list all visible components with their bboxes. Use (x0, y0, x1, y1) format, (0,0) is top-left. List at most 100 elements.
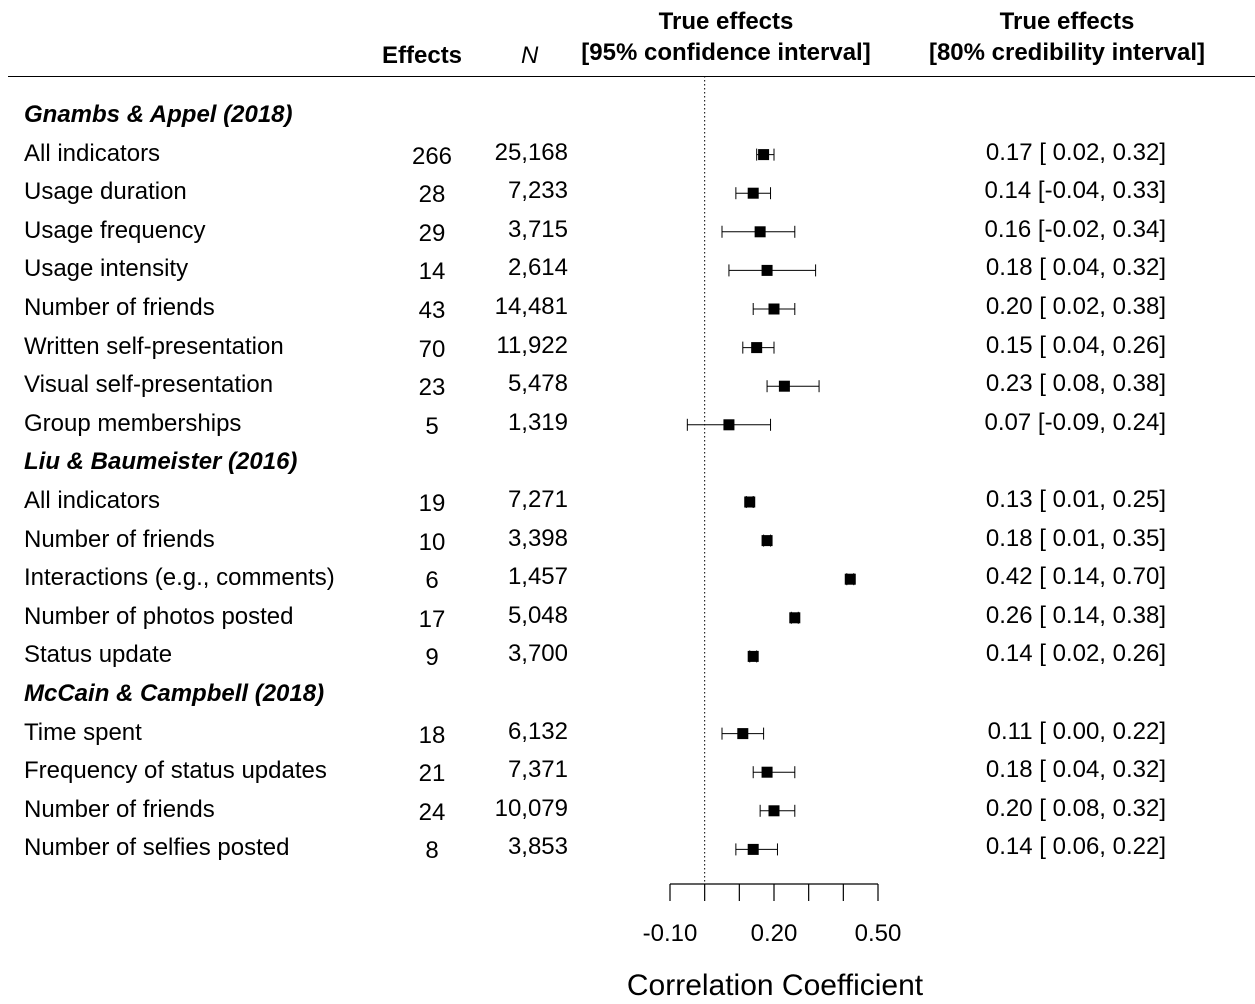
table-row: Frequency of status updates 21 7,371 0.18 [… (0, 752, 1255, 790)
point-estimate (761, 264, 773, 276)
sample-size: 3,398 (507, 524, 568, 552)
indicator-label: Number of selfies posted (24, 834, 290, 862)
table-row: All indicators 266 25,168 0.17 [ 0.02, 0.32… (0, 135, 1255, 173)
sample-size: 2,614 (507, 254, 568, 282)
credibility-interval-text: 0.20 [ 0.08, 0.32] (985, 794, 1166, 822)
point-estimate (747, 187, 759, 199)
sample-size: 3,715 (507, 215, 568, 243)
point-estimate (768, 805, 780, 817)
point-estimate (778, 380, 790, 392)
sample-size: 10,079 (494, 794, 568, 822)
study-group-row: McCain & Campbell (2018) (0, 675, 1255, 713)
credibility-interval-text: 0.07 [-0.09, 0.24] (984, 408, 1166, 436)
table-row: Number of photos posted 17 5,048 0.26 [ 0.1… (0, 598, 1255, 636)
table-row: Number of friends 43 14,481 0.20 [ 0.02, 0.… (0, 289, 1255, 327)
credibility-interval-text: 0.14 [ 0.06, 0.22] (985, 833, 1166, 861)
point-estimate (758, 149, 770, 161)
indicator-label: Usage intensity (24, 255, 189, 283)
sample-size: 3,700 (507, 640, 568, 668)
study-group-row: Gnambs & Appel (2018) (0, 96, 1255, 134)
sample-size: 6,132 (507, 717, 568, 745)
sample-size: 7,233 (507, 177, 568, 205)
sample-size: 11,922 (496, 331, 568, 359)
effects-count: 29 (418, 219, 446, 247)
sample-size: 14,481 (494, 293, 568, 320)
table-row: Number of friends 24 10,079 0.20 [ 0.08, 0.… (0, 791, 1255, 829)
study-group-row: Liu & Baumeister (2016) (0, 443, 1255, 481)
header-effects: Effects (382, 42, 463, 69)
point-estimate (737, 728, 749, 740)
credibility-interval-text: 0.18 [ 0.04, 0.32] (985, 756, 1166, 784)
table-row: Visual self-presentation 23 5,478 0.23 [ 0.… (0, 366, 1255, 404)
sample-size: 5,048 (507, 601, 568, 629)
effects-count: 23 (418, 374, 446, 402)
indicator-label: All indicators (24, 487, 161, 514)
table-row: Number of friends 10 3,398 0.18 [ 0.01, 0.3… (0, 521, 1255, 559)
effects-count: 28 (418, 181, 446, 209)
indicator-label: Visual self-presentation (24, 371, 274, 399)
credibility-interval-text: 0.18 [ 0.01, 0.35] (985, 524, 1166, 552)
x-tick-label: 0.50 (855, 920, 902, 947)
point-estimate (723, 419, 735, 431)
point-estimate (744, 496, 756, 508)
table-row: Status update 9 3,700 0.14 [ 0.02, 0.26] (0, 636, 1255, 674)
indicator-label: Interactions (e.g., comments) (24, 564, 335, 592)
sample-size: 7,371 (507, 756, 568, 784)
indicator-label: Written self-presentation (24, 332, 284, 360)
effects-count: 17 (418, 605, 446, 633)
header-rule (8, 76, 1255, 77)
sample-size: 1,457 (507, 563, 568, 591)
sample-size: 3,853 (507, 833, 568, 861)
sample-size: 1,319 (507, 408, 568, 436)
credibility-interval-text: 0.26 [ 0.14, 0.38] (985, 601, 1166, 629)
indicator-label: Number of friends (24, 294, 215, 321)
credibility-interval-text: 0.14 [ 0.02, 0.26] (985, 640, 1166, 668)
effects-count: 70 (418, 335, 446, 363)
point-estimate (768, 303, 780, 315)
x-tick-label: -0.10 (643, 920, 698, 947)
header-n: N (521, 42, 539, 69)
effects-count: 24 (418, 798, 446, 826)
header-cr-line2: [80% credibility interval] (928, 39, 1206, 66)
table-row: Interactions (e.g., comments) 6 1,457 0.42 … (0, 559, 1255, 597)
effects-count: 266 (411, 142, 453, 170)
indicator-label: Time spent (24, 718, 142, 746)
effects-count: 10 (418, 528, 446, 556)
indicator-label: Usage duration (24, 178, 187, 206)
sample-size: 25,168 (494, 138, 568, 166)
x-axis-title: Correlation Coefficient (626, 969, 924, 1002)
indicator-label: Number of photos posted (24, 602, 294, 630)
study-group-label: Liu & Baumeister (2016) (24, 448, 298, 476)
point-estimate (751, 342, 763, 354)
header-ci-line2: [95% confidence interval] (581, 39, 871, 66)
effects-count: 19 (418, 490, 446, 517)
point-estimate (844, 573, 856, 585)
credibility-interval-text: 0.42 [ 0.14, 0.70] (985, 563, 1166, 591)
point-estimate (761, 766, 773, 778)
indicator-label: Number of friends (24, 795, 215, 823)
indicator-label: Frequency of status updates (24, 757, 327, 785)
point-estimate (761, 535, 773, 547)
table-row: Usage duration 28 7,233 0.14 [-0.04, 0.33] (0, 173, 1255, 211)
table-row: Usage frequency 29 3,715 0.16 [-0.02, 0.34] (0, 212, 1255, 250)
effects-count: 5 (425, 412, 439, 440)
effects-count: 43 (418, 297, 446, 324)
credibility-interval-text: 0.14 [-0.04, 0.33] (984, 177, 1166, 205)
credibility-interval-text: 0.18 [ 0.04, 0.32] (985, 254, 1166, 282)
effects-count: 21 (418, 760, 446, 788)
credibility-interval-text: 0.16 [-0.02, 0.34] (984, 215, 1166, 243)
table-row: Group memberships 5 1,319 0.07 [-0.09, 0.24… (0, 405, 1255, 443)
effects-count: 8 (425, 837, 439, 865)
point-estimate (789, 612, 801, 624)
effects-count: 18 (418, 721, 446, 749)
sample-size: 7,271 (507, 486, 568, 513)
credibility-interval-text: 0.17 [ 0.02, 0.32] (985, 138, 1166, 166)
table-row: Time spent 18 6,132 0.11 [ 0.00, 0.22] (0, 714, 1255, 752)
sample-size: 5,478 (507, 370, 568, 398)
credibility-interval-text: 0.13 [ 0.01, 0.25] (985, 486, 1166, 513)
effects-count: 9 (425, 644, 439, 672)
header-ci-line1: True effects (658, 8, 794, 35)
x-tick-label: 0.20 (751, 920, 798, 947)
indicator-label: Number of friends (24, 525, 215, 553)
study-group-label: McCain & Campbell (2018) (24, 680, 325, 707)
